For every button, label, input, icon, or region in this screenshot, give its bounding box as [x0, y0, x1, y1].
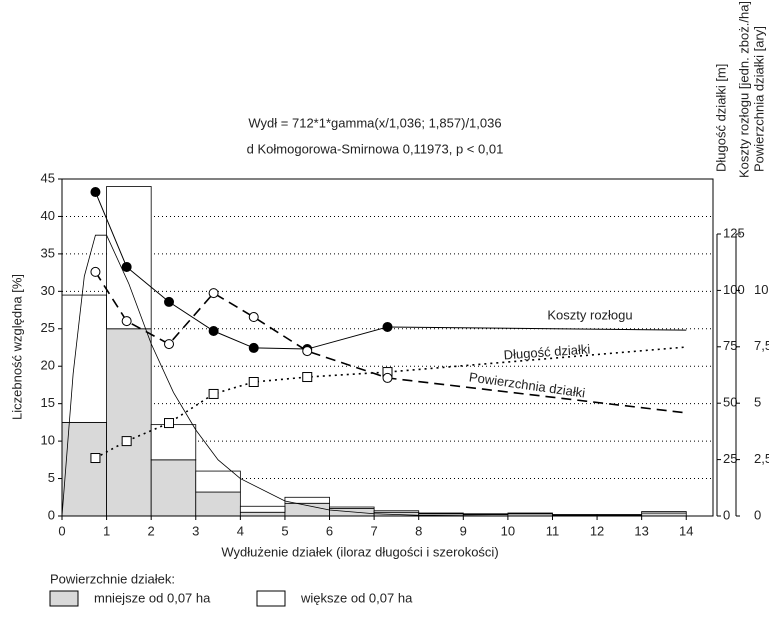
y-tick-label: 40: [41, 208, 55, 223]
marker: [208, 326, 219, 337]
y2-axis-label: Długość działki [m]: [713, 64, 728, 172]
marker: [90, 187, 101, 198]
line: [94, 271, 687, 414]
y3-tick-label: 5: [754, 395, 761, 410]
y3-axis-label: Koszty rozłogu [jedn. zboż./ha]: [736, 1, 751, 178]
bar: [106, 328, 152, 517]
y-tick-label: 35: [41, 245, 55, 260]
bar: [239, 511, 286, 517]
y3-axis-label: Powierzchnia działki [ary]: [751, 26, 766, 172]
x-axis-label: Wydłużenie działek (iloraz długości i sz…: [221, 544, 498, 559]
marker: [90, 453, 101, 464]
marker: [164, 418, 175, 429]
y-tick-label: 20: [41, 358, 55, 373]
bar: [195, 470, 241, 493]
x-tick-label: 9: [460, 523, 467, 538]
bar: [150, 459, 197, 517]
chart-subtitle: d Kołmogorowa-Smirnowa 0,11973, p < 0,01: [247, 141, 504, 156]
marker: [302, 346, 313, 357]
bar: [641, 511, 687, 514]
bar: [596, 514, 643, 516]
x-tick-label: 14: [679, 523, 693, 538]
legend-title: Powierzchnie działek:: [50, 571, 175, 586]
x-tick-label: 1: [103, 523, 110, 538]
line-label: Koszty rozłogu: [547, 307, 632, 322]
bar: [507, 512, 553, 515]
y2-tick-label: 50: [723, 395, 737, 410]
y-tick-label: 0: [48, 507, 55, 522]
y3-tick-label: 2,5: [754, 451, 769, 466]
y-tick-label: 10: [41, 433, 55, 448]
x-tick-label: 5: [281, 523, 288, 538]
x-tick-label: 12: [590, 523, 604, 538]
marker: [248, 312, 259, 323]
x-tick-label: 13: [634, 523, 648, 538]
bar: [239, 505, 286, 513]
marker: [121, 316, 132, 327]
bar: [552, 514, 598, 516]
chart-title: Wydł = 712*1*gamma(x/1,036; 1,857)/1,036: [248, 115, 501, 130]
line: [95, 346, 687, 459]
x-tick-label: 11: [546, 523, 560, 538]
line: [94, 191, 687, 350]
x-tick-label: 0: [58, 523, 65, 538]
bar: [373, 510, 420, 513]
x-tick-label: 10: [501, 523, 515, 538]
y2-tick-label: 25: [723, 451, 737, 466]
marker: [248, 342, 259, 353]
bar: [284, 496, 330, 504]
marker: [302, 372, 313, 383]
line-label: Powierzchnia działki: [468, 369, 586, 400]
y2-tick-label: 125: [723, 225, 745, 240]
bar: [61, 421, 107, 517]
bar: [150, 424, 197, 461]
y3-tick-label: 10: [754, 282, 768, 297]
marker: [382, 321, 393, 332]
y-tick-label: 30: [41, 283, 55, 298]
y-axis-label: Liczebność względna [%]: [9, 274, 24, 420]
bar: [61, 294, 107, 423]
marker: [164, 296, 175, 307]
y3-tick-label: 0: [754, 507, 761, 522]
legend-swatch: [256, 590, 286, 607]
legend-label: mniejsze od 0,07 ha: [94, 590, 211, 605]
x-tick-label: 6: [326, 523, 333, 538]
x-tick-label: 2: [148, 523, 155, 538]
marker: [121, 261, 132, 272]
marker: [121, 436, 132, 447]
y2-tick-label: 100: [723, 282, 745, 297]
bar: [106, 186, 152, 330]
bar: [462, 513, 509, 515]
x-tick-label: 7: [371, 523, 378, 538]
y-tick-label: 45: [41, 170, 55, 185]
bar: [418, 512, 464, 515]
marker: [90, 266, 101, 277]
fitted-curve: [61, 234, 687, 517]
plot-frame: [61, 178, 714, 517]
y-tick-label: 5: [48, 470, 55, 485]
y-tick-label: 25: [41, 320, 55, 335]
x-tick-label: 8: [415, 523, 422, 538]
y2-tick-label: 0: [723, 507, 730, 522]
y3-tick-label: 7,5: [754, 338, 769, 353]
marker: [248, 376, 259, 387]
marker: [208, 388, 219, 399]
line-label: Długość działki: [503, 341, 591, 362]
legend-swatch: [49, 590, 79, 607]
legend-label: większe od 0,07 ha: [300, 590, 413, 605]
marker: [208, 288, 219, 299]
marker: [382, 372, 393, 383]
bar: [329, 506, 375, 509]
marker: [164, 339, 175, 350]
bar: [195, 491, 241, 517]
x-tick-label: 3: [192, 523, 199, 538]
y-tick-label: 15: [41, 395, 55, 410]
y2-tick-label: 75: [723, 338, 737, 353]
x-tick-label: 4: [237, 523, 244, 538]
